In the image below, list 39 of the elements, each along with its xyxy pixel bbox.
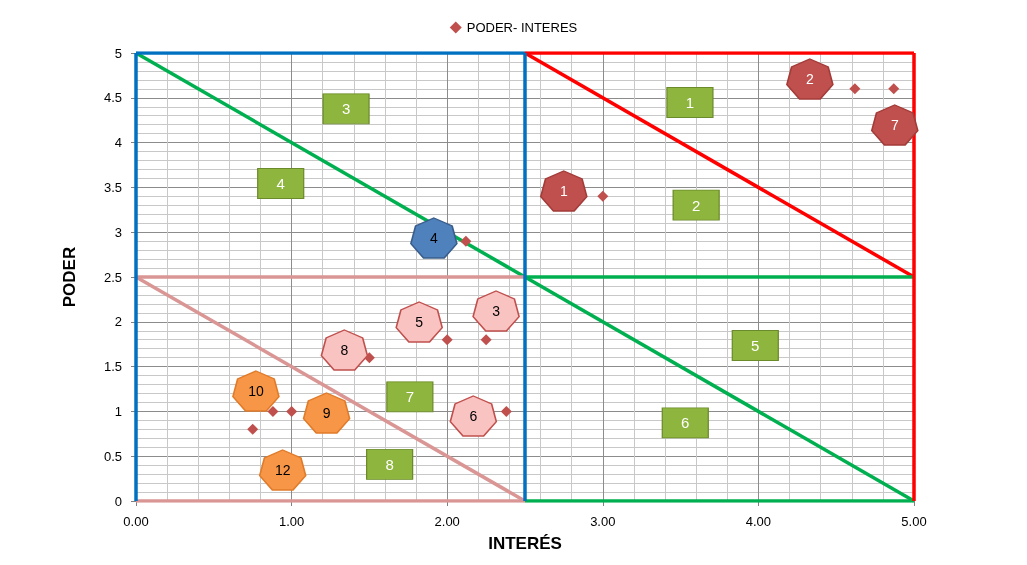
y-tick-label: 0.5 [103, 448, 122, 464]
y-tick-label: 3.5 [103, 179, 122, 195]
x-tick-label: 0.00 [123, 514, 149, 529]
annotation: 3 [341, 100, 351, 118]
annotation: 7 [890, 117, 899, 133]
annotation: 7 [405, 388, 415, 406]
annotation: 1 [685, 94, 695, 111]
annotation: 9 [322, 405, 331, 421]
annotation: 12 [274, 462, 291, 478]
y-tick-label: 0 [114, 493, 122, 509]
annotation: 4 [429, 230, 438, 246]
x-axis-title: INTERÉS [488, 534, 562, 553]
x-tick-label: 3.00 [590, 514, 616, 529]
y-tick-label: 4 [114, 135, 122, 151]
annotation: 1 [559, 183, 568, 199]
annotation: 8 [340, 342, 349, 358]
annotation: 6 [469, 408, 478, 424]
legend-label: PODER- INTERES [466, 20, 578, 35]
annotation: 6 [681, 414, 690, 432]
y-tick-label: 3 [114, 224, 122, 240]
annotation: 2 [691, 196, 701, 214]
y-tick-label: 2.5 [103, 269, 122, 285]
y-axis-title: PODER [60, 246, 79, 308]
annotation: 4 [276, 175, 285, 192]
y-tick-label: 1.5 [103, 359, 122, 375]
x-tick-label: 2.00 [434, 514, 460, 529]
y-tick-label: 5 [114, 45, 122, 61]
x-tick-label: 1.00 [278, 514, 305, 529]
annotation: 2 [805, 71, 814, 87]
x-tick-label: 4.00 [745, 514, 772, 529]
annotation: 5 [751, 337, 760, 354]
x-tick-label: 5.00 [901, 514, 927, 529]
annotation: 10 [248, 383, 264, 399]
y-tick-label: 2 [114, 314, 122, 330]
y-tick-label: 1 [114, 403, 122, 419]
annotation: 5 [415, 314, 424, 330]
annotation: 3 [492, 303, 501, 319]
y-tick-label: 4.5 [103, 90, 122, 106]
annotation: 8 [385, 455, 394, 473]
